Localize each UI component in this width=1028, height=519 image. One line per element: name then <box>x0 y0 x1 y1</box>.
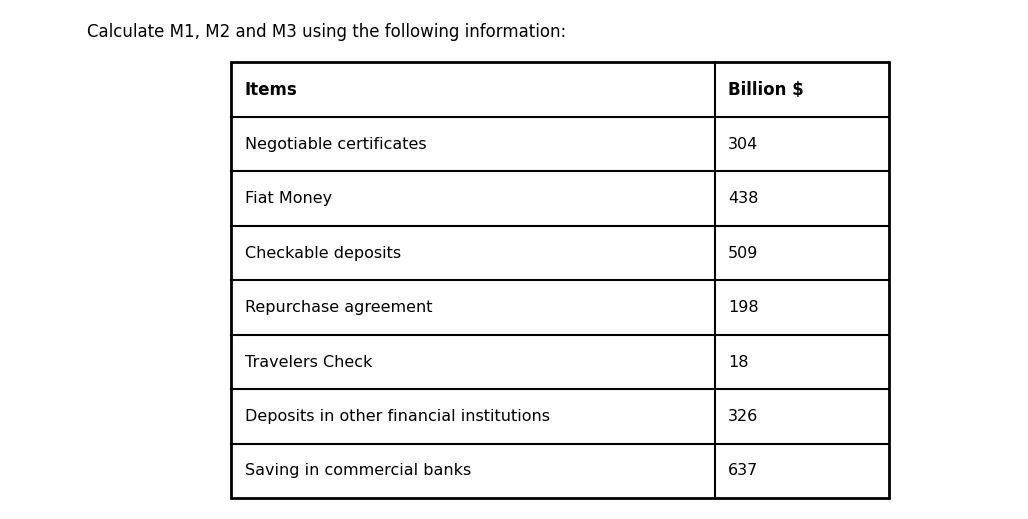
Text: Billion $: Billion $ <box>728 80 804 99</box>
Text: Calculate M1, M2 and M3 using the following information:: Calculate M1, M2 and M3 using the follow… <box>87 23 566 42</box>
Text: Items: Items <box>245 80 297 99</box>
Text: Repurchase agreement: Repurchase agreement <box>245 300 432 315</box>
Text: 509: 509 <box>728 245 759 261</box>
Bar <box>231 62 889 498</box>
Text: Fiat Money: Fiat Money <box>245 191 332 206</box>
Text: Deposits in other financial institutions: Deposits in other financial institutions <box>245 409 550 424</box>
Text: Saving in commercial banks: Saving in commercial banks <box>245 463 471 479</box>
Text: 198: 198 <box>728 300 759 315</box>
Text: Negotiable certificates: Negotiable certificates <box>245 136 427 152</box>
Text: 18: 18 <box>728 354 748 370</box>
Text: 326: 326 <box>728 409 759 424</box>
Text: Checkable deposits: Checkable deposits <box>245 245 401 261</box>
Text: 637: 637 <box>728 463 759 479</box>
Text: 438: 438 <box>728 191 759 206</box>
Text: Travelers Check: Travelers Check <box>245 354 372 370</box>
Text: 304: 304 <box>728 136 759 152</box>
